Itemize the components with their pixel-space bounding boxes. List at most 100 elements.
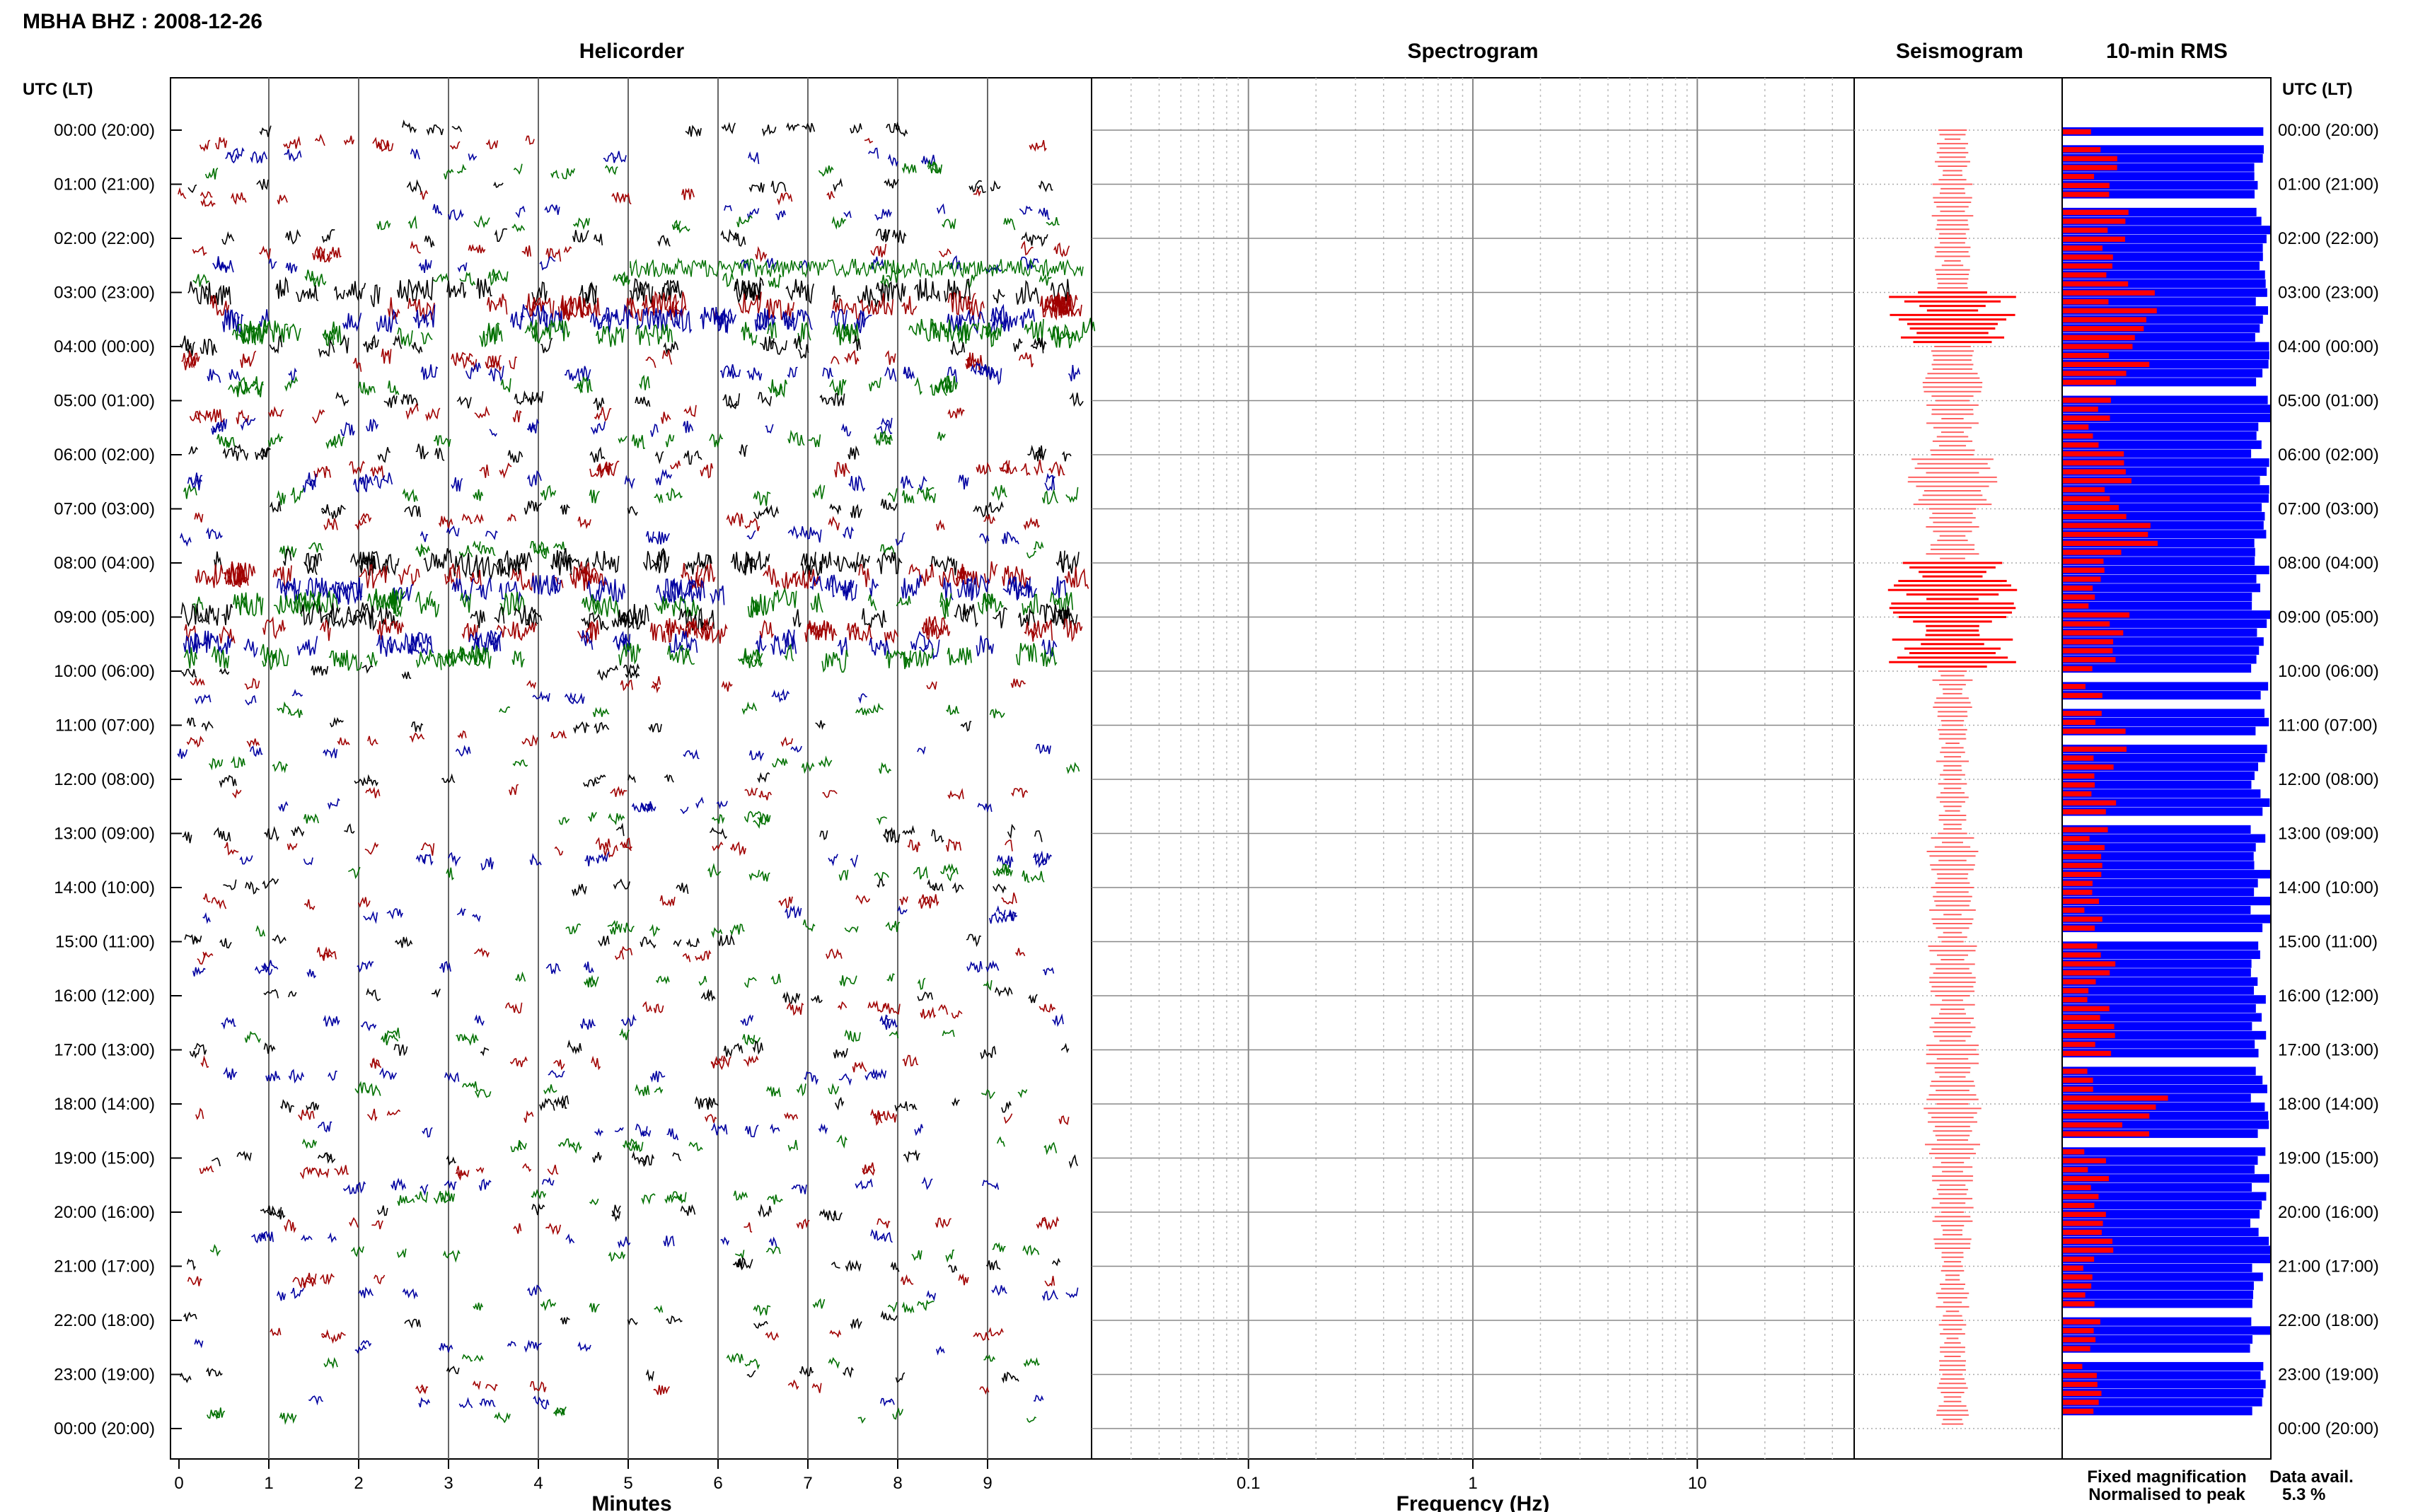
trace-segment <box>931 883 944 892</box>
trace-segment <box>908 563 935 586</box>
trace-segment <box>532 690 550 702</box>
rms-bar-normalised <box>2062 1346 2090 1351</box>
helicorder-traces <box>177 120 1096 1425</box>
trace-segment <box>293 591 322 614</box>
trace-segment <box>625 668 640 679</box>
trace-segment <box>456 907 466 916</box>
trace-segment <box>836 1134 848 1149</box>
trace-segment <box>421 842 435 856</box>
trace-segment <box>976 462 991 475</box>
trace-segment <box>852 622 873 642</box>
hour-label-left: 09:00 (05:00) <box>54 608 155 627</box>
trace-segment <box>523 500 543 515</box>
hour-label-right: 08:00 (04:00) <box>2278 554 2379 573</box>
trace-segment <box>352 357 362 372</box>
trace-segment <box>759 871 770 882</box>
trace-segment <box>980 1088 995 1100</box>
trace-segment <box>787 1139 798 1152</box>
trace-segment <box>833 552 860 573</box>
trace-segment <box>886 973 895 982</box>
trace-segment <box>550 576 562 594</box>
trace-segment <box>396 1248 407 1258</box>
trace-segment <box>387 591 405 614</box>
trace-segment <box>667 644 690 665</box>
trace-segment <box>358 1286 374 1298</box>
helicorder-xlabel: Minutes <box>591 1492 671 1512</box>
trace-segment <box>199 1165 214 1175</box>
rms-bar-fixed <box>2062 825 2251 834</box>
trace-segment <box>284 376 299 392</box>
trace-segment <box>381 1033 399 1046</box>
trace-segment <box>507 450 523 463</box>
trace-segment <box>1036 445 1047 460</box>
trace-segment <box>1002 576 1031 600</box>
trace-segment <box>655 975 670 985</box>
rms-bar-normalised <box>2062 996 2088 1003</box>
trace-segment <box>797 344 809 359</box>
trace-segment <box>456 395 472 409</box>
trace-segment <box>598 936 610 947</box>
trace-segment <box>487 366 504 382</box>
x-tick-label: 6 <box>713 1474 722 1493</box>
trace-segment <box>608 1251 626 1262</box>
trace-segment <box>775 210 786 221</box>
trace-segment <box>902 1054 919 1066</box>
trace-segment <box>1051 576 1067 599</box>
trace-segment <box>839 975 857 987</box>
trace-segment <box>838 869 849 881</box>
trace-segment <box>695 796 704 809</box>
trace-segment <box>400 393 419 406</box>
trace-segment <box>707 863 722 878</box>
trace-segment <box>721 122 736 134</box>
rms-bar-normalised <box>2062 1194 2099 1199</box>
trace-segment <box>936 519 945 531</box>
trace-segment <box>597 576 626 603</box>
trace-segment <box>880 499 898 512</box>
trace-segment <box>829 1330 842 1338</box>
trace-segment <box>512 759 528 767</box>
trace-segment <box>842 526 855 540</box>
trace-segment <box>362 340 374 353</box>
trace-segment <box>744 518 760 532</box>
rms-bar-fixed <box>2062 709 2264 718</box>
rms-bar-fixed <box>2062 1156 2258 1165</box>
rms-bar-normalised <box>2062 648 2113 653</box>
rms-bar-normalised <box>2062 952 2101 958</box>
trace-segment <box>245 694 257 706</box>
trace-segment <box>420 364 439 380</box>
trace-segment <box>771 587 797 612</box>
trace-segment <box>376 634 393 657</box>
trace-segment <box>818 755 833 768</box>
trace-segment <box>366 418 378 432</box>
trace-segment <box>753 508 768 520</box>
trace-segment <box>192 630 214 653</box>
trace-segment <box>303 857 313 866</box>
hour-label-right: 06:00 (02:00) <box>2278 446 2379 465</box>
trace-segment <box>303 552 323 574</box>
trace-segment <box>456 1165 466 1177</box>
rms-bar-normalised <box>2062 1301 2095 1307</box>
trace-segment <box>944 278 971 303</box>
trace-segment <box>561 168 575 180</box>
trace-segment <box>199 338 218 356</box>
trace-segment <box>946 838 962 852</box>
trace-segment <box>921 894 939 907</box>
trace-segment <box>386 908 403 920</box>
trace-segment <box>550 553 572 576</box>
trace-segment <box>744 1124 759 1138</box>
trace-segment <box>327 247 342 260</box>
trace-segment <box>364 842 379 855</box>
trace-segment <box>290 487 305 504</box>
rms-bar-fixed <box>2062 995 2266 1004</box>
trace-segment <box>1001 1371 1019 1384</box>
rms-bar-fixed <box>2062 270 2265 279</box>
trace-segment <box>1040 647 1058 667</box>
x-tick-label: 3 <box>444 1474 453 1493</box>
trace-segment <box>758 791 772 801</box>
trace-segment <box>444 649 453 668</box>
trace-segment <box>983 1354 995 1362</box>
trace-segment <box>877 552 903 575</box>
rms-bar-normalised <box>2062 1337 2096 1343</box>
trace-segment <box>818 165 834 178</box>
trace-segment <box>649 1071 666 1083</box>
